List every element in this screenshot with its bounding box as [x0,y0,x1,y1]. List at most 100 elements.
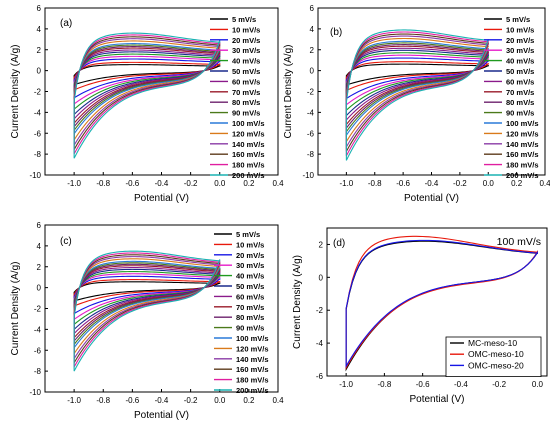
legend-entry: 60 mV/s [506,77,534,86]
x-tick-label: -1.0 [339,380,353,389]
legend-entry: 70 mV/s [506,88,534,97]
legend-entry: 180 mV/s [232,161,265,170]
legend-entry: 40 mV/s [506,57,534,66]
series-line [345,63,489,86]
x-axis-title: Potential (V) [404,193,459,204]
x-tick-label: -0.6 [396,179,410,188]
legend-entry: MC-meso-10 [468,338,517,348]
y-tick-label: -6 [34,346,42,355]
series-line [73,64,221,86]
legend-entry: 140 mV/s [232,140,265,149]
legend-entry: 80 mV/s [232,98,260,107]
legend-entry: 120 mV/s [506,129,539,138]
x-tick-label: 0.4 [272,396,284,405]
y-tick-label: 2 [319,240,324,249]
legend-entry: 50 mV/s [236,282,264,291]
y-tick-label: -2 [316,306,324,315]
x-tick-label: 0.2 [243,396,255,405]
y-tick-label: -8 [34,150,42,159]
legend-entry: 10 mV/s [232,25,260,34]
plot-frame [326,227,548,377]
series-line [345,52,489,112]
chart-panel-4: -1.0 -0.8 -0.6 -0.4 -0.2 0.0 -6 -4 -2 0 2 Potential… [292,227,548,405]
x-tick-label: 0.2 [511,179,523,188]
series-line [73,43,221,136]
series-group [73,250,221,372]
x-tick-label: -0.2 [492,380,506,389]
legend-entry: 180 mV/s [506,161,539,170]
legend-entry: 90 mV/s [232,109,260,118]
legend-entry: 180 mV/s [236,376,269,385]
series-line [73,281,221,302]
x-tick-label: -0.4 [425,179,439,188]
legend-entry: OMC-meso-10 [468,349,524,359]
legend-entry: 200 mV/s [236,386,269,395]
series-line [73,53,221,111]
x-tick-label: 0.0 [483,179,495,188]
legend-entry: 40 mV/s [236,272,264,281]
legend-entry: 5 mV/s [236,230,260,239]
x-tick-label: -0.2 [184,396,198,405]
legend-entry: 50 mV/s [506,67,534,76]
y-tick-label: 2 [310,46,315,55]
speed-annotation: 100 mV/s [497,236,541,248]
x-tick-label: -0.8 [368,179,382,188]
x-tick-label: -0.8 [96,396,110,405]
legend-entry: 120 mV/s [232,129,265,138]
series-line [345,49,489,117]
chart-panel-1: -1.0 -0.8 -0.6 -0.4 -0.2 0.0 0.2 0.4 -10 -8 -6 -4 -2… [10,4,284,204]
y-tick-label: -8 [307,150,315,159]
y-axis-title: Current Density (A/g) [292,255,303,349]
legend-entry: 100 mV/s [506,119,539,128]
x-tick-label: 0.0 [532,380,544,389]
legend-entry: 160 mV/s [236,365,269,374]
series-line [73,260,221,350]
legend-entry: 50 mV/s [232,67,260,76]
y-axis-title: Current Density (A/g) [10,45,21,139]
y-tick-label: 6 [37,221,42,230]
y-tick-label: -6 [307,129,315,138]
series-line [73,250,221,372]
legend-entry: 5 mV/s [506,15,530,24]
x-tick-label: -0.8 [377,380,391,389]
legend-entry: 10 mV/s [506,25,534,34]
y-tick-label: -10 [29,171,41,180]
y-tick-label: 4 [37,242,42,251]
y-tick-label: 0 [37,284,42,293]
legend-entry: 70 mV/s [236,303,264,312]
legend: 5 mV/s10 mV/s 20 mV/s30 mV/s 40 mV/s50 mV/… [214,230,269,395]
x-tick-label: -0.8 [96,179,110,188]
series-line [73,279,221,307]
y-tick-label: -2 [34,305,42,314]
x-tick-label: -0.6 [416,380,430,389]
series-line [345,61,489,92]
series-line [73,275,221,315]
legend-entry: 30 mV/s [236,261,264,270]
series-line [345,45,489,127]
y-tick-label: 0 [310,67,315,76]
y-tick-label: -2 [34,88,42,97]
legend-entry: 60 mV/s [236,292,264,301]
series-line [345,47,489,122]
legend-entry: 60 mV/s [232,77,260,86]
y-tick-label: -10 [302,171,314,180]
legend-entry: 140 mV/s [236,355,269,364]
x-tick-label: 0.0 [214,396,226,405]
x-tick-label: -1.0 [67,396,81,405]
y-tick-label: -2 [307,88,315,97]
series-group [345,235,538,372]
y-tick-label: -6 [316,372,324,381]
legend-entry: 80 mV/s [506,98,534,107]
x-tick-label: 0.4 [539,179,550,188]
x-tick-label: -0.4 [155,179,169,188]
x-tick-label: -1.0 [67,179,81,188]
legend-entry: 200 mV/s [232,171,265,180]
legend-entry: 140 mV/s [506,140,539,149]
legend-entry: 100 mV/s [232,119,265,128]
legend-entry: 30 mV/s [232,46,260,55]
legend-entry: 90 mV/s [506,109,534,118]
y-tick-label: -4 [307,108,315,117]
series-line [345,54,489,106]
